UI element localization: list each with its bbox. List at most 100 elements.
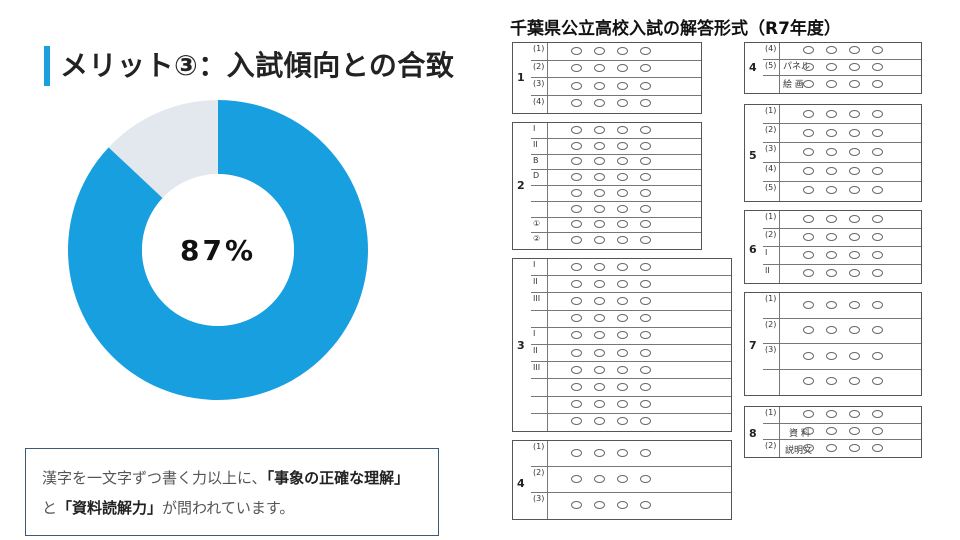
sheet-choice-bubble [571,236,582,245]
sheet-answer-row: I [531,327,731,345]
sheet-choice-bubble [571,204,582,213]
sheet-choice-bubble [571,314,582,323]
donut-svg [67,100,368,401]
sheet-choice-bubbles [571,348,651,359]
sheet-answer-row: II [531,138,701,155]
sheet-choice-bubble [640,46,651,55]
sheet-choice-bubble [849,186,860,195]
sheet-choice-bubble [617,314,628,323]
sheet-row-divider [779,43,780,59]
sheet-choice-bubble [571,220,582,229]
sheet-choice-bubble [826,62,837,71]
sheet-q4r-number: 4 [749,61,757,74]
sheet-q5-number: 5 [749,149,757,162]
sheet-row-divider [779,59,780,76]
note-text-2: と [42,499,58,517]
sheet-q4-number: 4 [517,477,525,490]
sheet-block-q5: 5 (1) (2) (3) (4) (5) [744,104,922,202]
sheet-choice-bubble [640,220,651,229]
sheet-choice-bubble [571,331,582,340]
sheet-row-divider [547,379,548,396]
note-box: 漢字を一文字ずつ書く力以上に、「事象の正確な理解」と「資料読解力」が問われていま… [25,448,439,536]
sheet-row-divider [779,124,780,143]
sheet-choice-bubble [872,377,883,386]
sheet-choice-bubble [594,296,605,305]
sheet-row-divider [547,78,548,95]
sheet-choice-bubbles [803,233,883,243]
sheet-choice-bubble [803,233,814,241]
sheet-row-divider [779,440,780,457]
sheet-choice-bubble [571,400,582,409]
sheet-block-q4-right: 4 パネル 絵 画 (4) (5) [744,42,922,94]
sheet-row-label: I [765,248,768,257]
sheet-choice-bubble [640,449,651,457]
sheet-row-label: (3) [533,79,545,88]
sheet-row-divider [547,217,548,233]
sheet-choice-bubble [617,64,628,73]
sheet-row-label: (5) [765,182,777,192]
sheet-row-divider [779,423,780,440]
sheet-choice-bubbles [571,501,651,511]
sheet-choice-bubble [594,400,605,409]
sheet-row-divider [547,276,548,293]
sheet-choice-bubble [849,46,860,55]
sheet-answer-row: (2) [531,467,731,493]
sheet-row-label: (1) [765,294,777,303]
sheet-row-label: (4) [765,44,777,53]
sheet-choice-bubbles [571,365,651,376]
sheet-row-label: (1) [765,408,777,417]
sheet-block-q3: 3 I II III I II III [512,258,732,432]
sheet-row-divider [547,154,548,170]
sheet-choice-bubble [803,351,814,360]
sheet-choice-bubble [617,204,628,213]
sheet-choice-bubble [826,46,837,55]
sheet-row-divider [779,211,780,228]
sheet-row-divider [779,318,780,343]
sheet-answer-row [531,310,731,328]
sheet-choice-bubble [872,251,883,259]
sheet-row-label: D [533,171,540,181]
sheet-choice-bubble [826,128,837,137]
sheet-row-label: II [533,346,538,355]
sheet-choice-bubble [594,279,605,288]
sheet-q7-number: 7 [749,339,757,352]
sheet-row-label: III [533,294,541,304]
sheet-answer-row: (4) [763,162,921,182]
sheet-choice-bubble [617,173,628,182]
sheet-answer-row [763,369,921,395]
sheet-choice-bubble [571,449,582,457]
sheet-choice-bubble [594,501,605,509]
sheet-choice-bubble [571,417,582,426]
sheet-answer-row [763,76,921,93]
sheet-choice-bubbles [571,188,651,199]
sheet-row-divider [547,201,548,217]
sheet-choice-bubbles [803,215,883,225]
sheet-choice-bubble [571,348,582,357]
sheet-choice-bubble [826,215,837,223]
sheet-row-divider [547,43,548,60]
sheet-choice-bubble [849,377,860,386]
sheet-row-label: (2) [765,441,777,451]
sheet-choice-bubble [571,365,582,374]
sheet-choice-bubbles [571,314,651,324]
sheet-row-divider [779,344,780,369]
sheet-choice-bubble [849,351,860,360]
sheet-choice-bubble [826,410,837,419]
sheet-choice-bubble [803,128,814,137]
sheet-choice-bubble [872,300,883,309]
sheet-choice-bubble [826,186,837,195]
sheet-choice-bubble [849,128,860,137]
sheet-choice-bubble [849,147,860,156]
sheet-choice-bubble [640,64,651,73]
sheet-picture-label: 絵 画 [783,80,804,90]
sheet-answer-row: (5) [763,59,921,77]
sheet-choice-bubble [872,62,883,71]
sheet-choice-bubble [849,269,860,277]
sheet-choice-bubble [640,331,651,340]
sheet-choice-bubble [872,233,883,241]
answer-sheet-title: 千葉県公立高校入試の解答形式（R7年度） [510,19,841,39]
sheet-row-divider [547,233,548,249]
sheet-choice-bubble [640,125,651,134]
sheet-q1-number: 1 [517,71,525,84]
sheet-choice-bubble [571,188,582,197]
